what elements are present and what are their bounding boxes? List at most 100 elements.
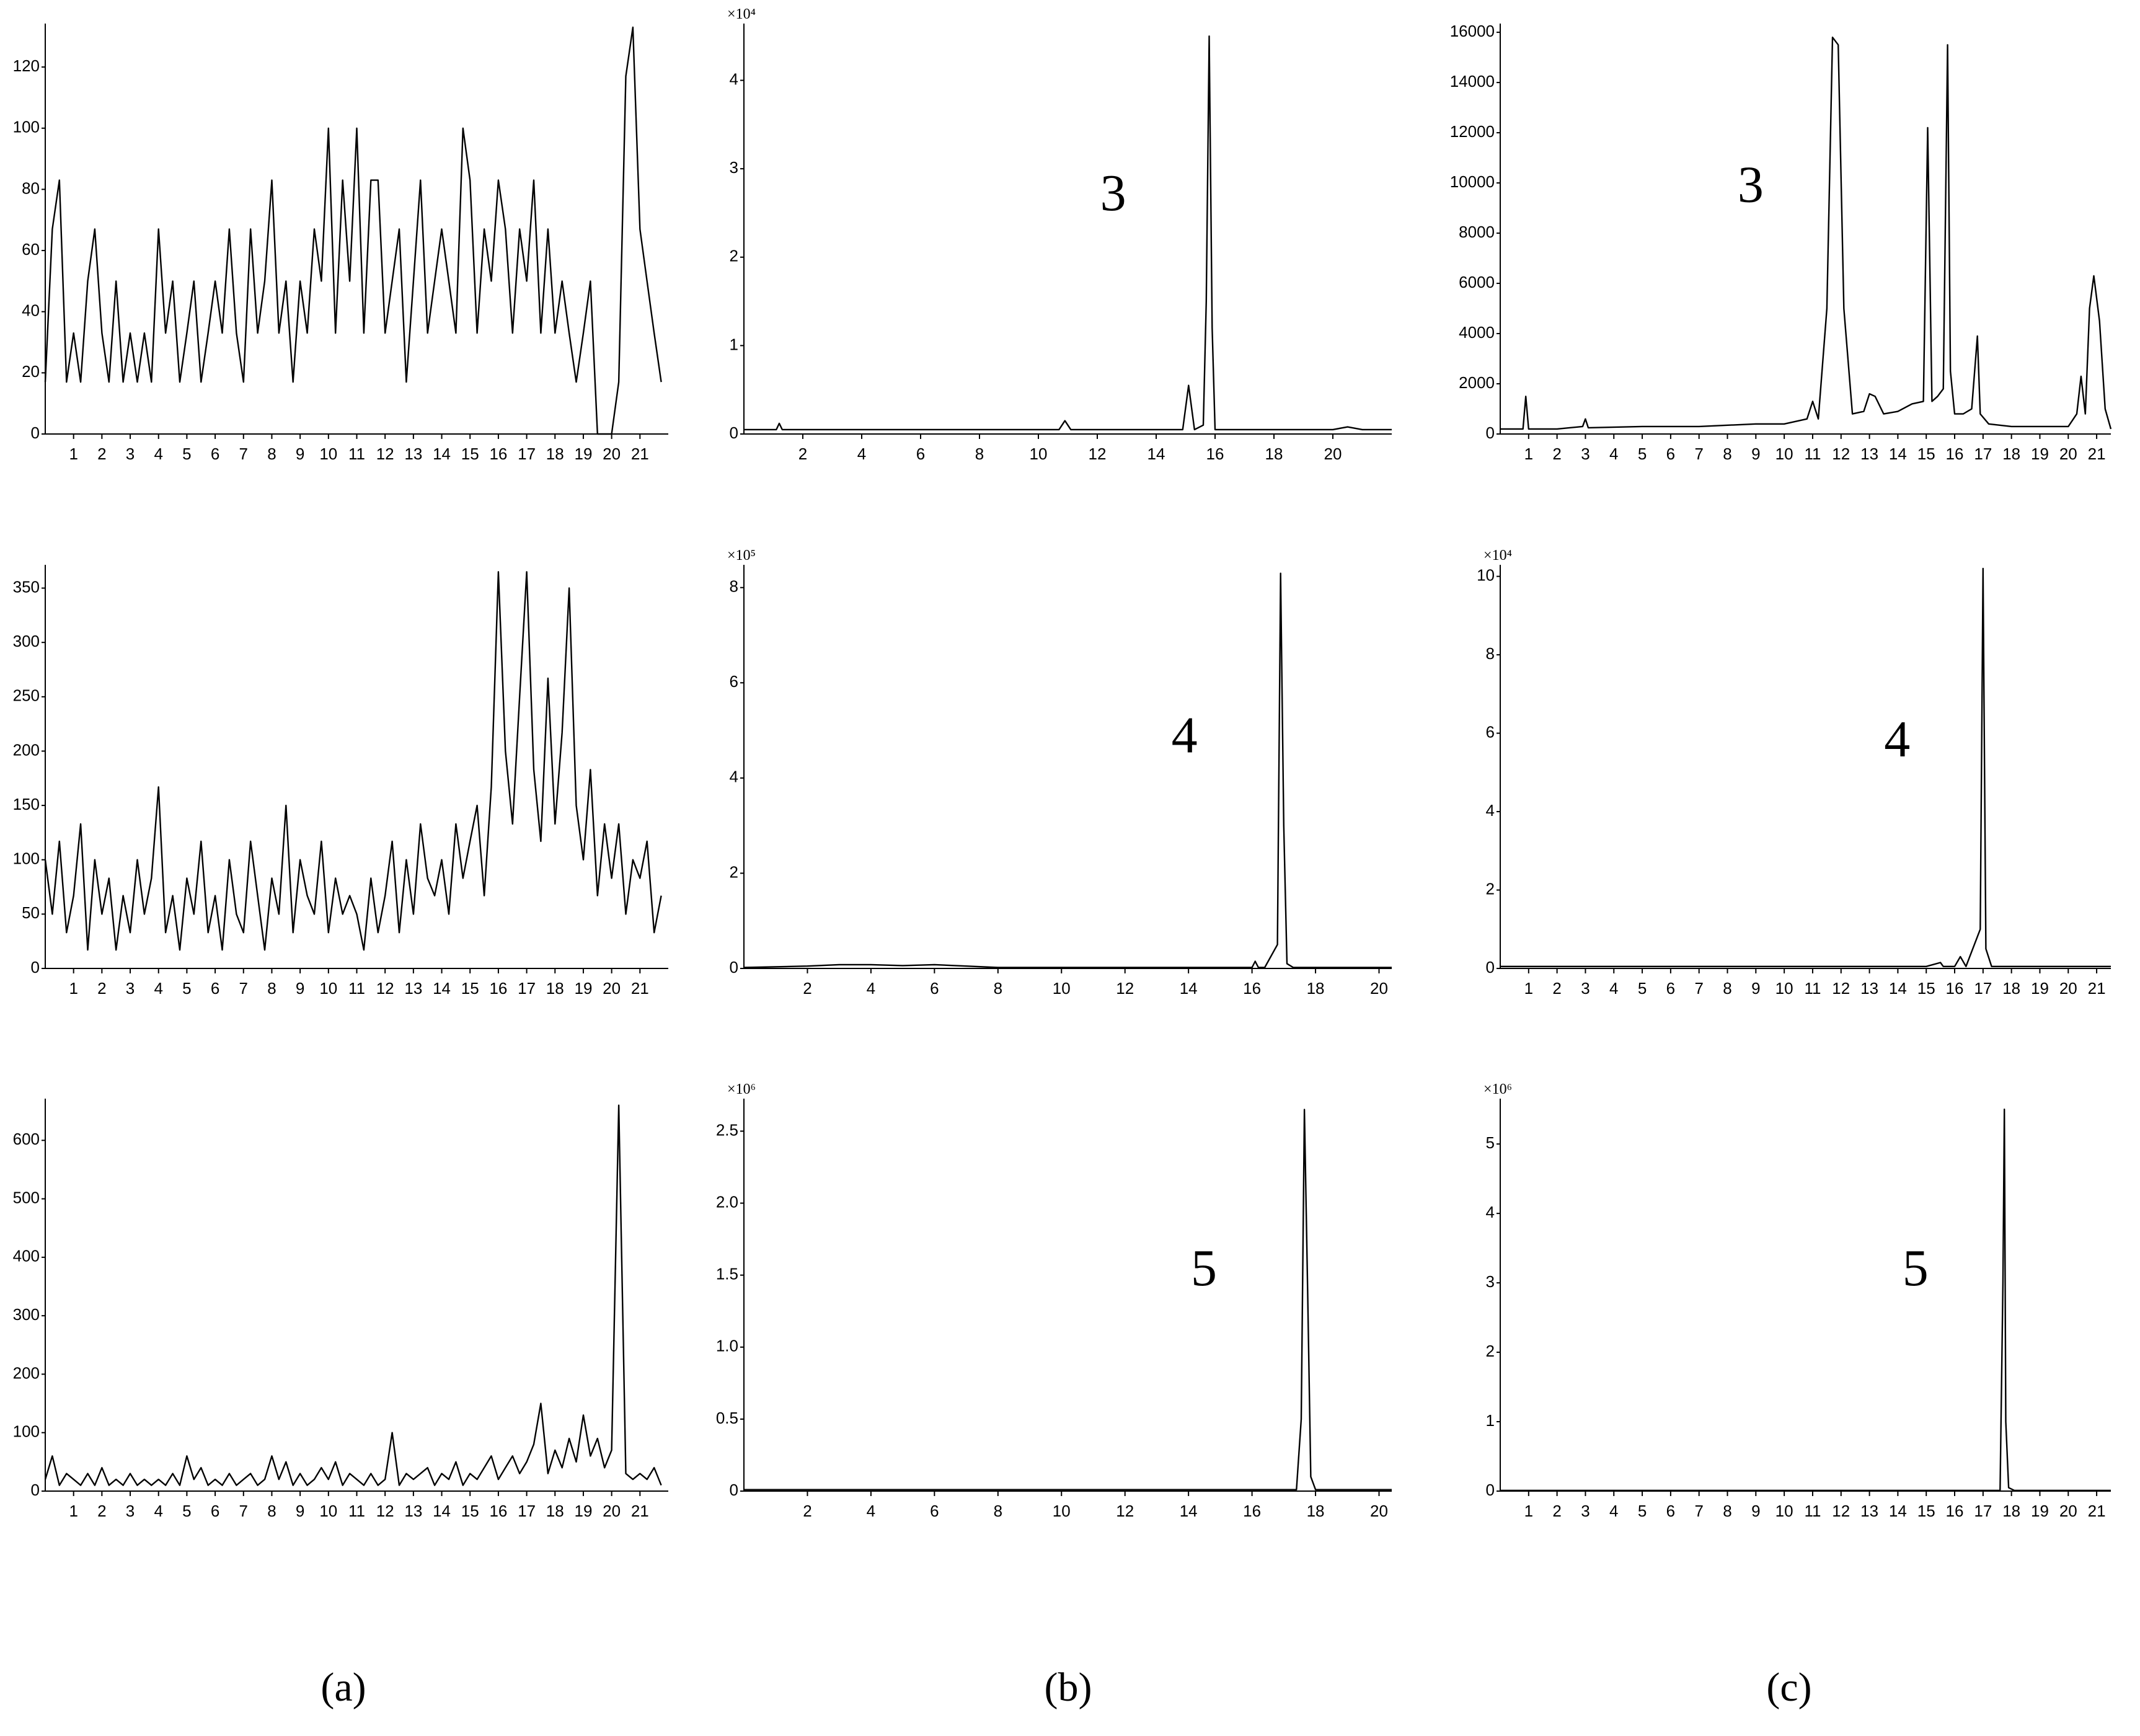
y-tick-label: 40 xyxy=(22,301,40,320)
x-tick-label: 16 xyxy=(489,1502,507,1520)
x-tick-label: 12 xyxy=(376,979,394,998)
x-tick-label: 8 xyxy=(267,979,276,998)
x-tick-label: 12 xyxy=(1832,445,1850,463)
x-tick-label: 1 xyxy=(1524,445,1533,463)
x-tick-label: 20 xyxy=(603,445,621,463)
x-tick-label: 9 xyxy=(1751,979,1760,998)
x-tick-label: 15 xyxy=(461,445,479,463)
x-tick-label: 19 xyxy=(574,979,592,998)
y-tick-label: 600 xyxy=(13,1130,40,1148)
y-tick-label: 1.5 xyxy=(716,1265,738,1283)
x-tick-label: 8 xyxy=(267,1502,276,1520)
x-tick-label: 7 xyxy=(239,445,248,463)
x-tick-label: 18 xyxy=(1307,1502,1325,1520)
x-tick-label: 16 xyxy=(1243,979,1261,998)
y-tick-label: 500 xyxy=(13,1188,40,1207)
x-tick-label: 12 xyxy=(376,445,394,463)
caption: (c) xyxy=(1766,1665,1811,1710)
x-tick-label: 14 xyxy=(433,445,451,463)
y-tick-label: 8 xyxy=(730,577,738,596)
x-tick-label: 17 xyxy=(518,445,536,463)
x-tick-label: 20 xyxy=(603,1502,621,1520)
x-tick-label: 10 xyxy=(319,979,337,998)
x-tick-label: 13 xyxy=(404,1502,422,1520)
x-tick-label: 2 xyxy=(97,1502,106,1520)
y-tick-label: 12000 xyxy=(1450,122,1495,141)
y-tick-label: 80 xyxy=(22,179,40,197)
caption: (b) xyxy=(1045,1665,1092,1710)
x-tick-label: 21 xyxy=(631,979,649,998)
peak-annotation: 4 xyxy=(1884,711,1910,768)
y-tick-label: 150 xyxy=(13,795,40,813)
y-tick-label: 2000 xyxy=(1459,373,1495,392)
x-tick-label: 11 xyxy=(348,1502,365,1520)
x-tick-label: 16 xyxy=(1946,445,1964,463)
x-tick-label: 8 xyxy=(267,445,276,463)
x-tick-label: 3 xyxy=(126,1502,135,1520)
peak-annotation: 3 xyxy=(1738,156,1764,214)
x-tick-label: 8 xyxy=(994,1502,1002,1520)
x-tick-label: 11 xyxy=(1804,445,1821,463)
x-tick-label: 18 xyxy=(2002,979,2020,998)
y-tick-label: 14000 xyxy=(1450,72,1495,91)
y-tick-label: 60 xyxy=(22,240,40,259)
x-tick-label: 4 xyxy=(867,1502,875,1520)
y-tick-label: 4 xyxy=(1486,1203,1495,1221)
y-tick-label: 6000 xyxy=(1459,273,1495,291)
x-tick-label: 18 xyxy=(1307,979,1325,998)
y-tick-label: 2 xyxy=(730,862,738,881)
x-tick-label: 4 xyxy=(867,979,875,998)
x-tick-label: 2 xyxy=(803,1502,811,1520)
y-tick-label: 3 xyxy=(1486,1272,1495,1291)
x-tick-label: 18 xyxy=(2002,1502,2020,1520)
y-tick-label: 200 xyxy=(13,740,40,759)
x-tick-label: 5 xyxy=(182,445,191,463)
y-tick-label: 1 xyxy=(730,335,738,353)
x-tick-label: 10 xyxy=(1030,445,1048,463)
x-tick-label: 14 xyxy=(1147,445,1165,463)
chromatogram-line xyxy=(44,1104,662,1486)
x-tick-label: 7 xyxy=(1694,1502,1703,1520)
y-tick-label: 5 xyxy=(1486,1133,1495,1152)
x-tick-label: 16 xyxy=(1946,979,1964,998)
x-tick-label: 6 xyxy=(211,979,219,998)
x-tick-label: 8 xyxy=(975,445,984,463)
x-tick-label: 10 xyxy=(1053,1502,1071,1520)
y-tick-label: 0 xyxy=(31,958,40,976)
y-tick-label: 120 xyxy=(13,56,40,75)
x-tick-label: 5 xyxy=(1638,445,1647,463)
x-tick-label: 7 xyxy=(1694,979,1703,998)
x-tick-label: 17 xyxy=(518,1502,536,1520)
x-tick-label: 20 xyxy=(2059,1502,2077,1520)
x-tick-label: 11 xyxy=(348,979,365,998)
x-tick-label: 3 xyxy=(1581,979,1590,998)
x-tick-label: 4 xyxy=(857,445,866,463)
x-tick-label: 2 xyxy=(1552,445,1561,463)
x-tick-label: 6 xyxy=(1666,1502,1675,1520)
y-tick-label: 4 xyxy=(730,69,738,88)
y-tick-label: 0.5 xyxy=(716,1409,738,1427)
peak-annotation: 5 xyxy=(1191,1239,1217,1297)
y-tick-label: 2.0 xyxy=(716,1192,738,1211)
y-tick-label: 10 xyxy=(1477,566,1495,585)
x-tick-label: 18 xyxy=(1265,445,1283,463)
chromatogram-line xyxy=(1500,37,2112,430)
y-tick-label: 0 xyxy=(1486,1481,1495,1499)
y-tick-label: 100 xyxy=(13,118,40,136)
x-tick-label: 14 xyxy=(1180,979,1198,998)
x-tick-label: 7 xyxy=(239,979,248,998)
y-multiplier: ×10⁶ xyxy=(1483,1081,1512,1097)
x-tick-label: 3 xyxy=(1581,445,1590,463)
x-tick-label: 8 xyxy=(1723,445,1731,463)
y-tick-label: 200 xyxy=(13,1363,40,1382)
x-tick-label: 12 xyxy=(1832,1502,1850,1520)
x-tick-label: 6 xyxy=(211,1502,219,1520)
x-tick-label: 11 xyxy=(1804,979,1821,998)
x-tick-label: 18 xyxy=(546,979,564,998)
x-tick-label: 21 xyxy=(631,1502,649,1520)
y-tick-label: 2.5 xyxy=(716,1120,738,1139)
x-tick-label: 20 xyxy=(1370,1502,1388,1520)
x-tick-label: 16 xyxy=(489,445,507,463)
